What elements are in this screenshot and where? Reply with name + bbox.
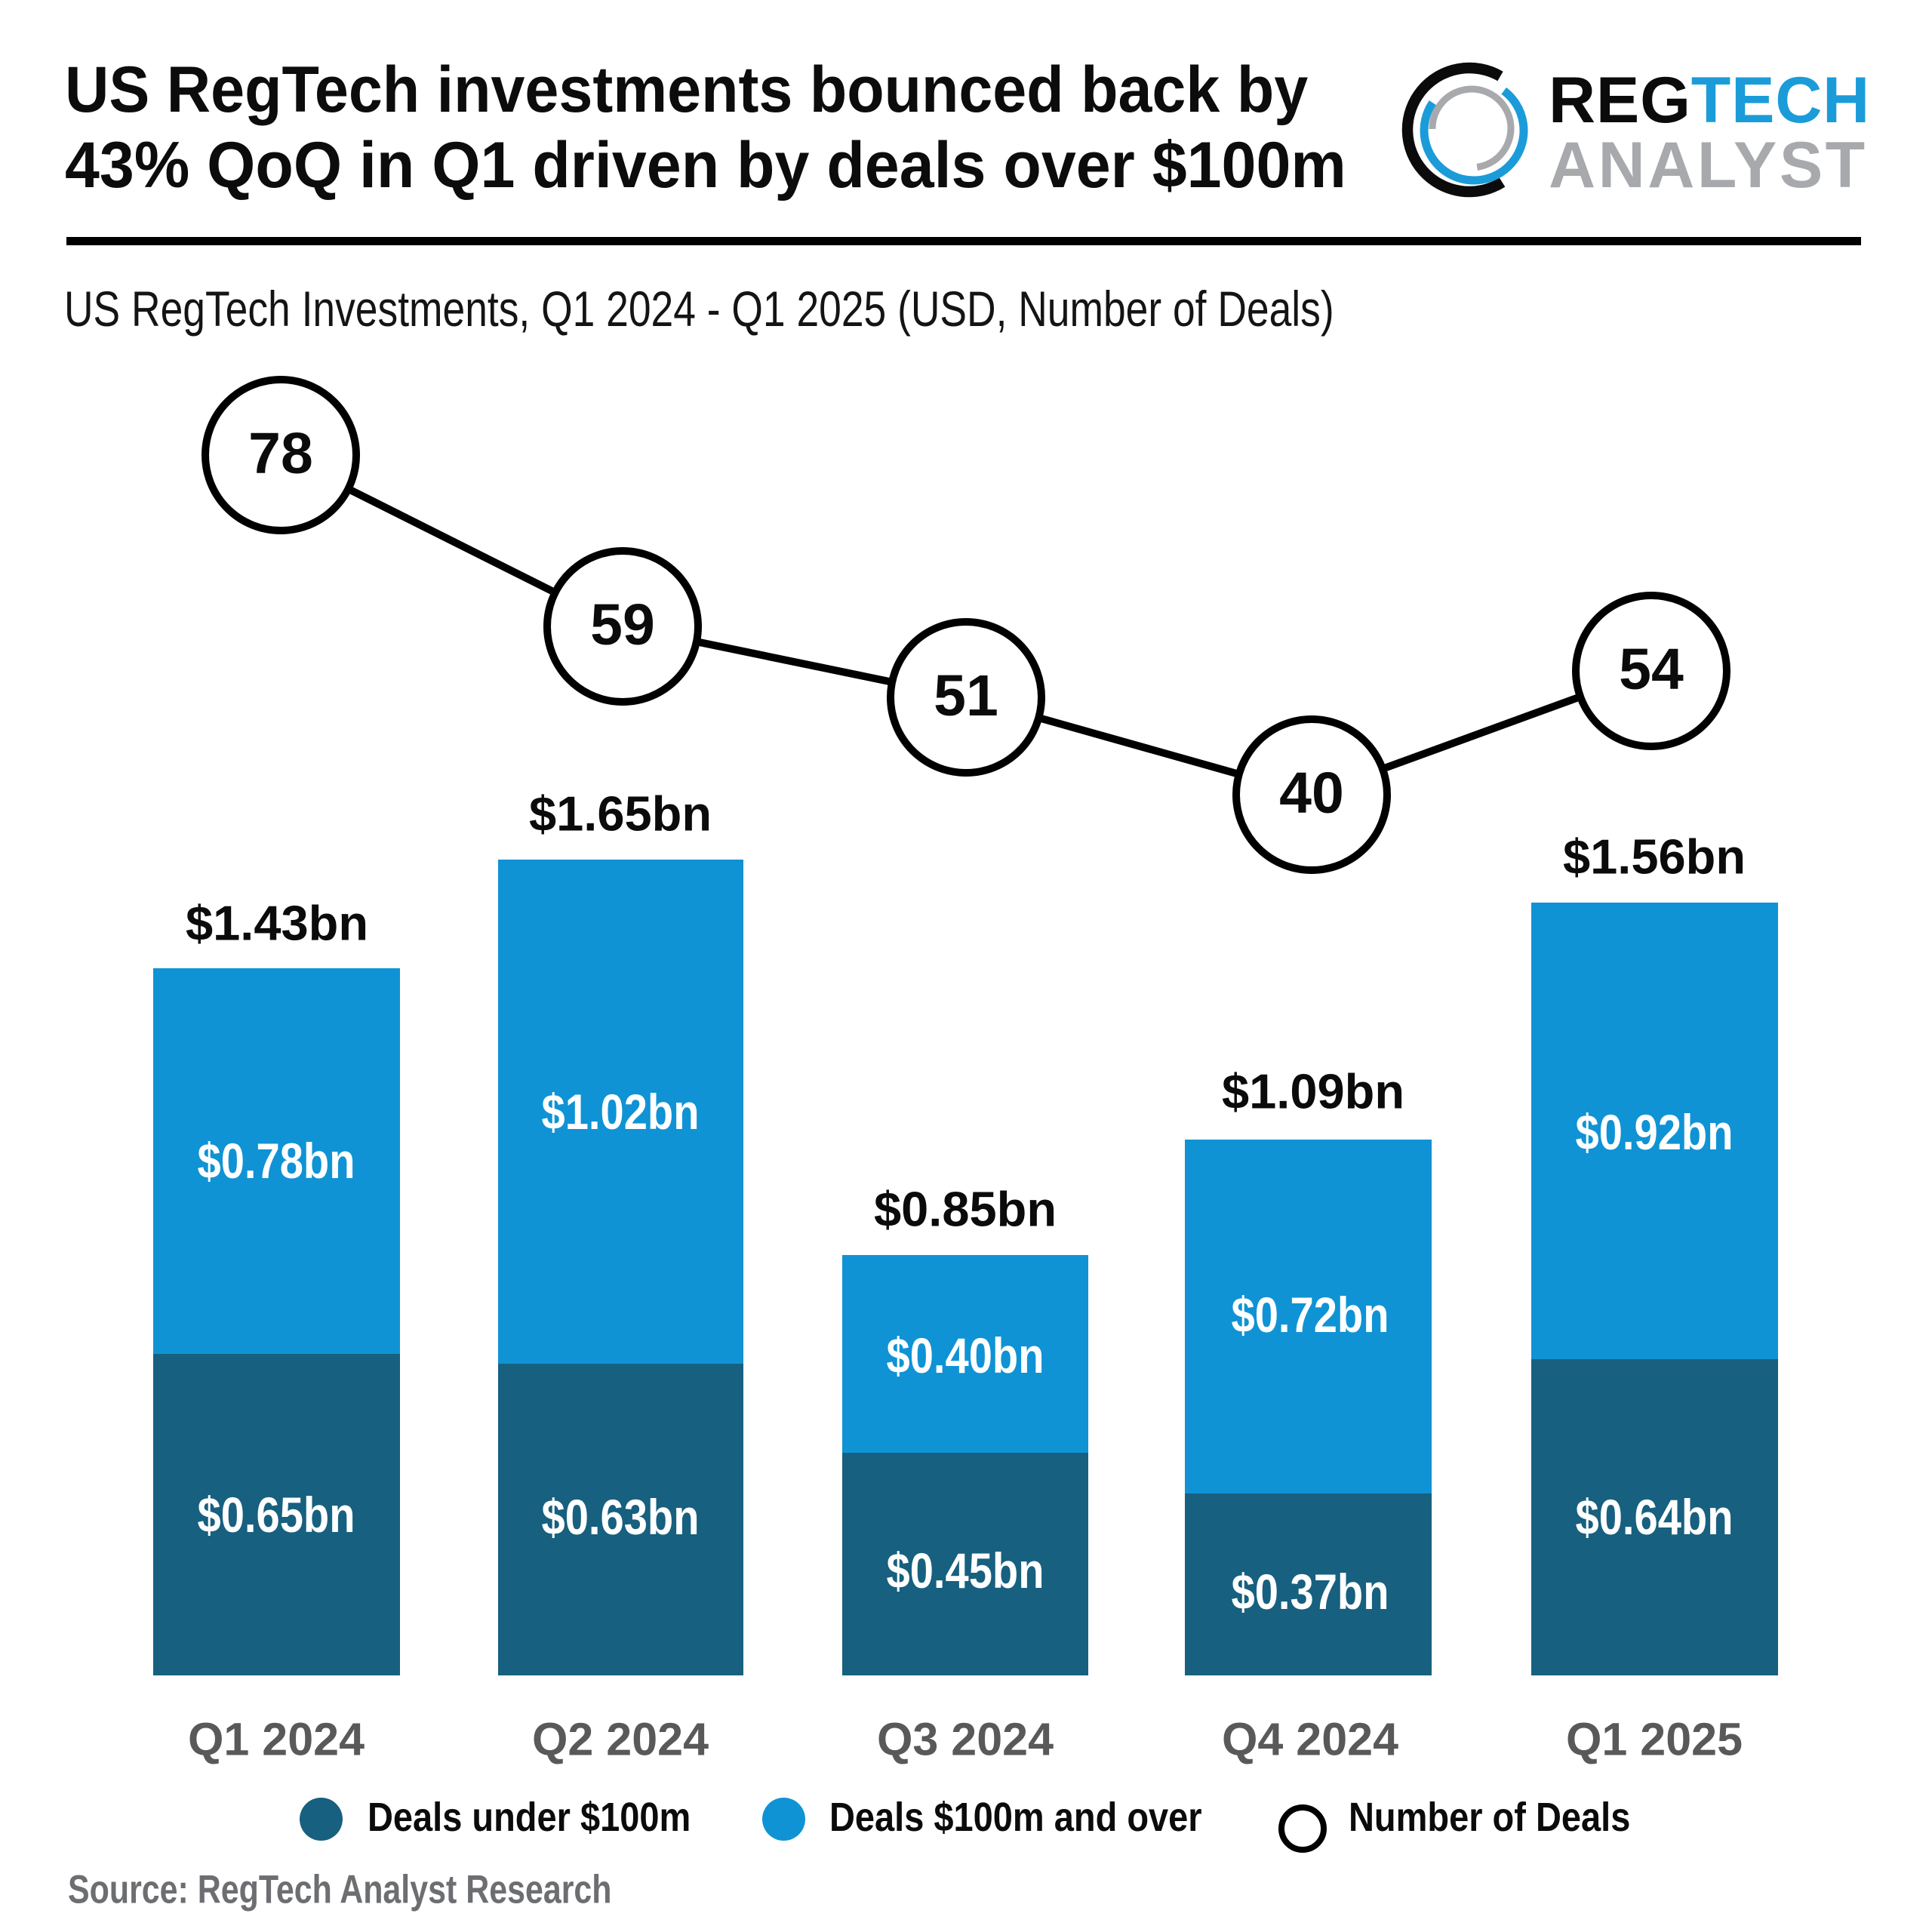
svg-text:78: 78 (248, 421, 313, 486)
svg-text:ANALYST: ANALYST (1549, 129, 1868, 202)
svg-text:51: 51 (934, 663, 998, 728)
svg-text:54: 54 (1619, 637, 1684, 702)
svg-text:REGTECH: REGTECH (1549, 64, 1870, 137)
svg-text:40: 40 (1279, 761, 1344, 826)
svg-text:59: 59 (590, 592, 655, 657)
